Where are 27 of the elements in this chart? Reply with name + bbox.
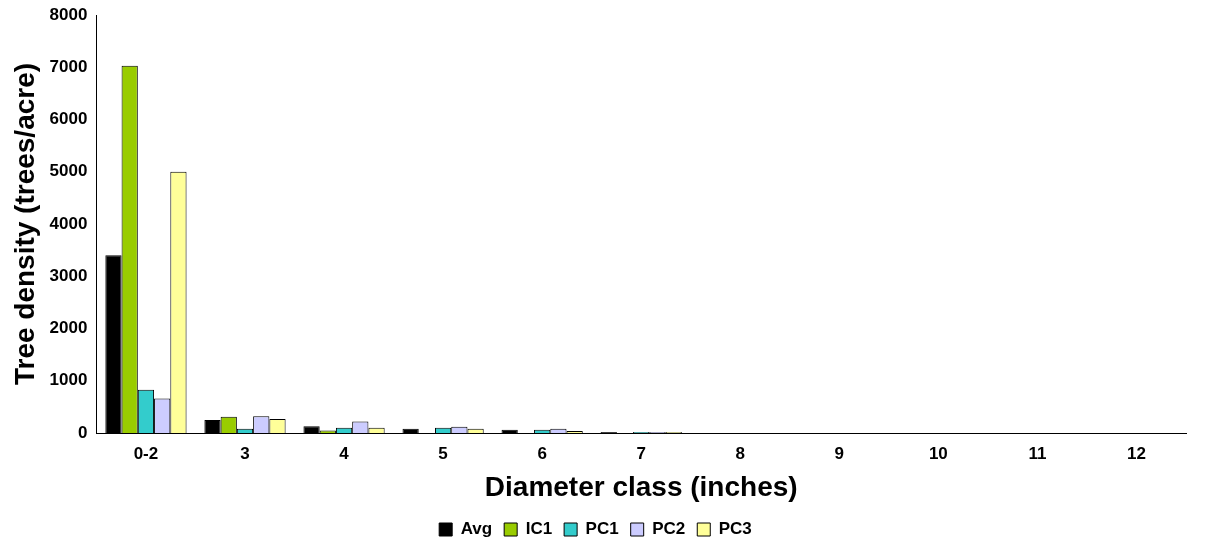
y-axis-title: Tree density (trees/acre) — [8, 62, 40, 386]
x-tick-label: 11 — [1028, 443, 1047, 463]
legend-label: Avg — [460, 519, 493, 539]
y-tick-label: 6000 — [49, 109, 88, 129]
y-tick-label: 3000 — [49, 265, 88, 285]
x-tick-label: 9 — [834, 443, 845, 463]
x-tick-label: 10 — [928, 443, 948, 463]
legend-label: PC2 — [652, 519, 686, 539]
x-tick-label: 6 — [537, 443, 547, 463]
legend-label: PC1 — [585, 519, 619, 539]
x-tick-label: 8 — [735, 443, 745, 463]
x-tick-label: 4 — [339, 443, 350, 463]
y-tick-label: 5000 — [49, 161, 88, 181]
legend-label: PC3 — [718, 519, 752, 539]
y-tick-label: 2000 — [49, 318, 88, 338]
x-tick-label: 12 — [1127, 443, 1146, 463]
x-axis-title: Diameter class (inches) — [484, 470, 798, 502]
x-tick-label: 0-2 — [133, 443, 159, 463]
y-tick-label: 0 — [77, 422, 88, 442]
y-tick-label: 8000 — [49, 4, 88, 24]
x-tick-label: 3 — [240, 443, 250, 463]
legend-label: IC1 — [525, 519, 553, 539]
y-tick-label: 4000 — [49, 213, 88, 233]
x-tick-label: 7 — [636, 443, 646, 463]
y-tick-label: 1000 — [49, 370, 88, 390]
y-tick-label: 7000 — [49, 56, 88, 76]
x-tick-label: 5 — [438, 443, 448, 463]
